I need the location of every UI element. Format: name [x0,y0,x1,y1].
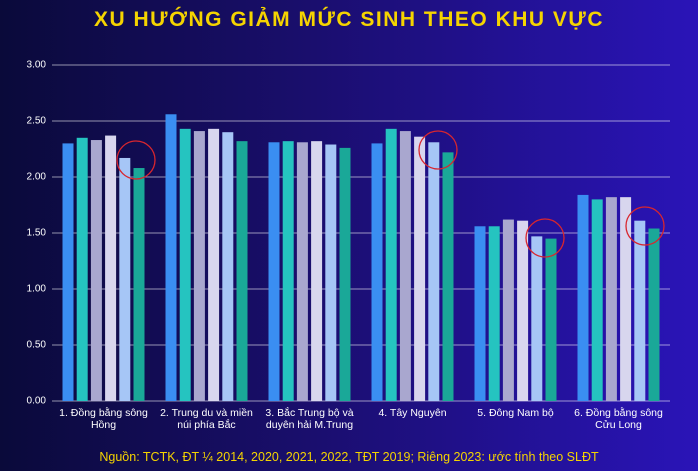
bar [371,143,383,401]
highlight-circle [116,140,156,180]
bar [76,137,88,402]
bar [605,197,617,401]
bar [193,131,205,401]
bar [179,128,191,401]
y-tick-label: 3.00 [27,60,47,71]
bar [488,226,500,401]
bar [474,226,486,401]
bar [502,219,514,401]
source-note: Nguồn: TCTK, ĐT ¼ 2014, 2020, 2021, 2022… [99,450,599,464]
bar [428,142,440,401]
bar [591,199,603,401]
bar [325,144,337,401]
bar [442,152,454,401]
highlight-circle [625,206,665,246]
bar [105,135,117,401]
x-tick-label: 6. Đồng bằng sông Cửu Long [574,407,663,431]
bar [282,141,294,401]
y-tick-label: 2.50 [27,116,47,127]
bar [399,131,411,401]
x-tick-label: 2. Trung du và miền núi phía Bắc [160,407,253,431]
bar [545,238,557,401]
x-tick-label: 1. Đồng bằng sông Hồng [59,407,148,431]
bar [236,141,248,401]
bar [339,147,351,401]
bar [648,228,660,401]
chart-title: XU HƯỚNG GIẢM MỨC SINH THEO KHU VỰC [93,8,605,31]
bar [414,136,426,401]
bar [62,143,74,401]
bar [208,128,220,401]
bar [577,194,589,401]
bar [268,142,280,401]
bar [634,220,646,401]
y-tick-label: 1.50 [27,228,47,239]
x-tick-label: 3. Bắc Trung bộ và duyên hải M.Trung [265,407,354,431]
bar [517,220,529,401]
y-tick-label: 0.50 [27,340,47,351]
bar [222,132,234,401]
highlight-circle [525,218,565,258]
y-tick-label: 0.00 [27,396,47,407]
bar [531,236,543,401]
bar [165,114,177,401]
bar [90,140,102,402]
x-tick-label: 5. Đông Nam bộ [477,407,554,419]
x-tick-label: 4. Tây Nguyên [378,407,447,419]
bar [620,197,632,401]
y-tick-label: 1.00 [27,284,47,295]
bar [311,141,323,401]
bar [385,128,397,401]
bar [133,168,145,401]
highlight-circle [418,130,458,170]
bar [119,157,131,401]
bar [296,142,308,401]
y-tick-label: 2.00 [27,172,47,183]
